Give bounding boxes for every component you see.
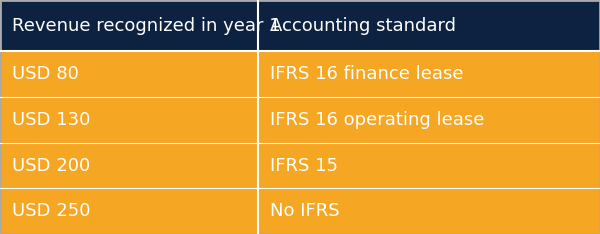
Bar	[0, 51, 258, 234]
Text: IFRS 15: IFRS 15	[270, 157, 338, 175]
Text: No IFRS: No IFRS	[270, 202, 340, 220]
Text: Accounting standard: Accounting standard	[270, 17, 456, 35]
Text: IFRS 16 operating lease: IFRS 16 operating lease	[270, 111, 484, 129]
Text: USD 130: USD 130	[12, 111, 91, 129]
Text: USD 80: USD 80	[12, 65, 79, 83]
Text: USD 250: USD 250	[12, 202, 91, 220]
Bar	[258, 0, 600, 51]
Bar	[0, 0, 258, 51]
Bar	[258, 51, 600, 234]
Text: Revenue recognized in year 1: Revenue recognized in year 1	[12, 17, 281, 35]
Text: USD 200: USD 200	[12, 157, 90, 175]
Text: IFRS 16 finance lease: IFRS 16 finance lease	[270, 65, 464, 83]
